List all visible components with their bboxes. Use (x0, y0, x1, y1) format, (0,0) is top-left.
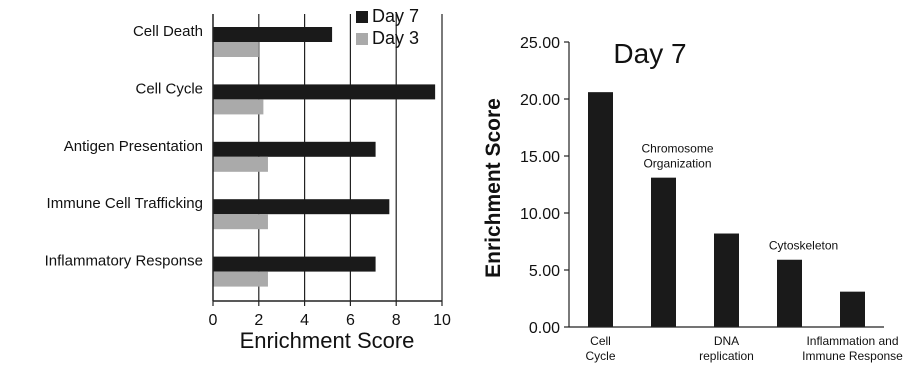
right-bar (588, 92, 613, 327)
right-bars (588, 92, 865, 327)
left-bar-day3 (213, 271, 268, 287)
left-bar-day7 (213, 141, 376, 157)
right-category-label-line: Inflammation and (806, 334, 898, 348)
left-bar-day7 (213, 256, 376, 272)
right-category-label-line: Chromosome (641, 142, 713, 156)
left-x-tick-label: 4 (300, 312, 309, 329)
legend-label-day7: Day 7 (372, 6, 419, 26)
left-bar-day3 (213, 42, 259, 57)
right-category-label-line: Organization (643, 157, 711, 171)
left-bar-day3 (213, 99, 264, 115)
left-x-tick-label: 0 (209, 312, 218, 329)
legend-swatch-day7 (356, 11, 368, 23)
left-category-label: Immune Cell Trafficking (47, 195, 203, 212)
left-bar-day3 (213, 214, 268, 230)
left-category-labels: Cell Death Cell Cycle Antigen Presentation… (45, 23, 203, 270)
left-category-label: Cell Cycle (135, 80, 203, 97)
right-bar (651, 177, 676, 327)
right-y-tick-label: 0.00 (529, 320, 560, 337)
right-bar (840, 291, 865, 327)
left-category-label: Inflammatory Response (45, 253, 203, 270)
right-y-tick-labels: 0.00 5.00 10.00 15.00 20.00 25.00 (520, 35, 569, 337)
right-y-axis-title: Enrichment Score (482, 98, 505, 278)
right-category-label: Cytoskeleton (769, 239, 838, 253)
left-x-tick-labels: 0 2 4 6 8 10 (209, 312, 451, 329)
left-x-axis-title: Enrichment Score (240, 328, 415, 353)
right-y-tick-label: 5.00 (529, 263, 560, 280)
right-y-tick-label: 25.00 (520, 35, 560, 52)
right-category-label-line: replication (699, 349, 754, 363)
left-chart: Cell Death Cell Cycle Antigen Presentation… (45, 6, 451, 353)
right-category-label-line: Cytoskeleton (769, 239, 838, 253)
left-bar-day7 (213, 84, 436, 100)
left-x-tick-label: 10 (433, 312, 451, 329)
left-x-tick-label: 2 (254, 312, 263, 329)
left-x-tick-label: 6 (346, 312, 355, 329)
left-bars (213, 27, 436, 287)
right-chart-title: Day 7 (613, 38, 686, 69)
left-x-tick-label: 8 (392, 312, 401, 329)
left-gridlines (212, 14, 443, 306)
legend-swatch-day3 (356, 33, 368, 45)
right-bar (714, 233, 739, 327)
right-bar (777, 259, 802, 327)
right-category-label-line: DNA (714, 334, 739, 348)
right-y-tick-label: 20.00 (520, 92, 560, 109)
right-chart: Day 7 Enrichment Score 0.00 5.00 10.00 15.0… (482, 35, 903, 363)
right-category-label-line: Cycle (585, 349, 615, 363)
left-category-label: Cell Death (133, 23, 203, 40)
right-category-label-line: Cell (590, 334, 611, 348)
right-category-label-line: Immune Response (802, 349, 903, 363)
left-bar-day7 (213, 27, 333, 42)
legend-label-day3: Day 3 (372, 28, 419, 48)
left-category-label: Antigen Presentation (64, 138, 203, 155)
left-legend: Day 7 Day 3 (356, 6, 419, 48)
left-bar-day7 (213, 199, 390, 215)
right-y-tick-label: 15.00 (520, 149, 560, 166)
right-y-tick-label: 10.00 (520, 206, 560, 223)
left-bar-day3 (213, 156, 268, 172)
